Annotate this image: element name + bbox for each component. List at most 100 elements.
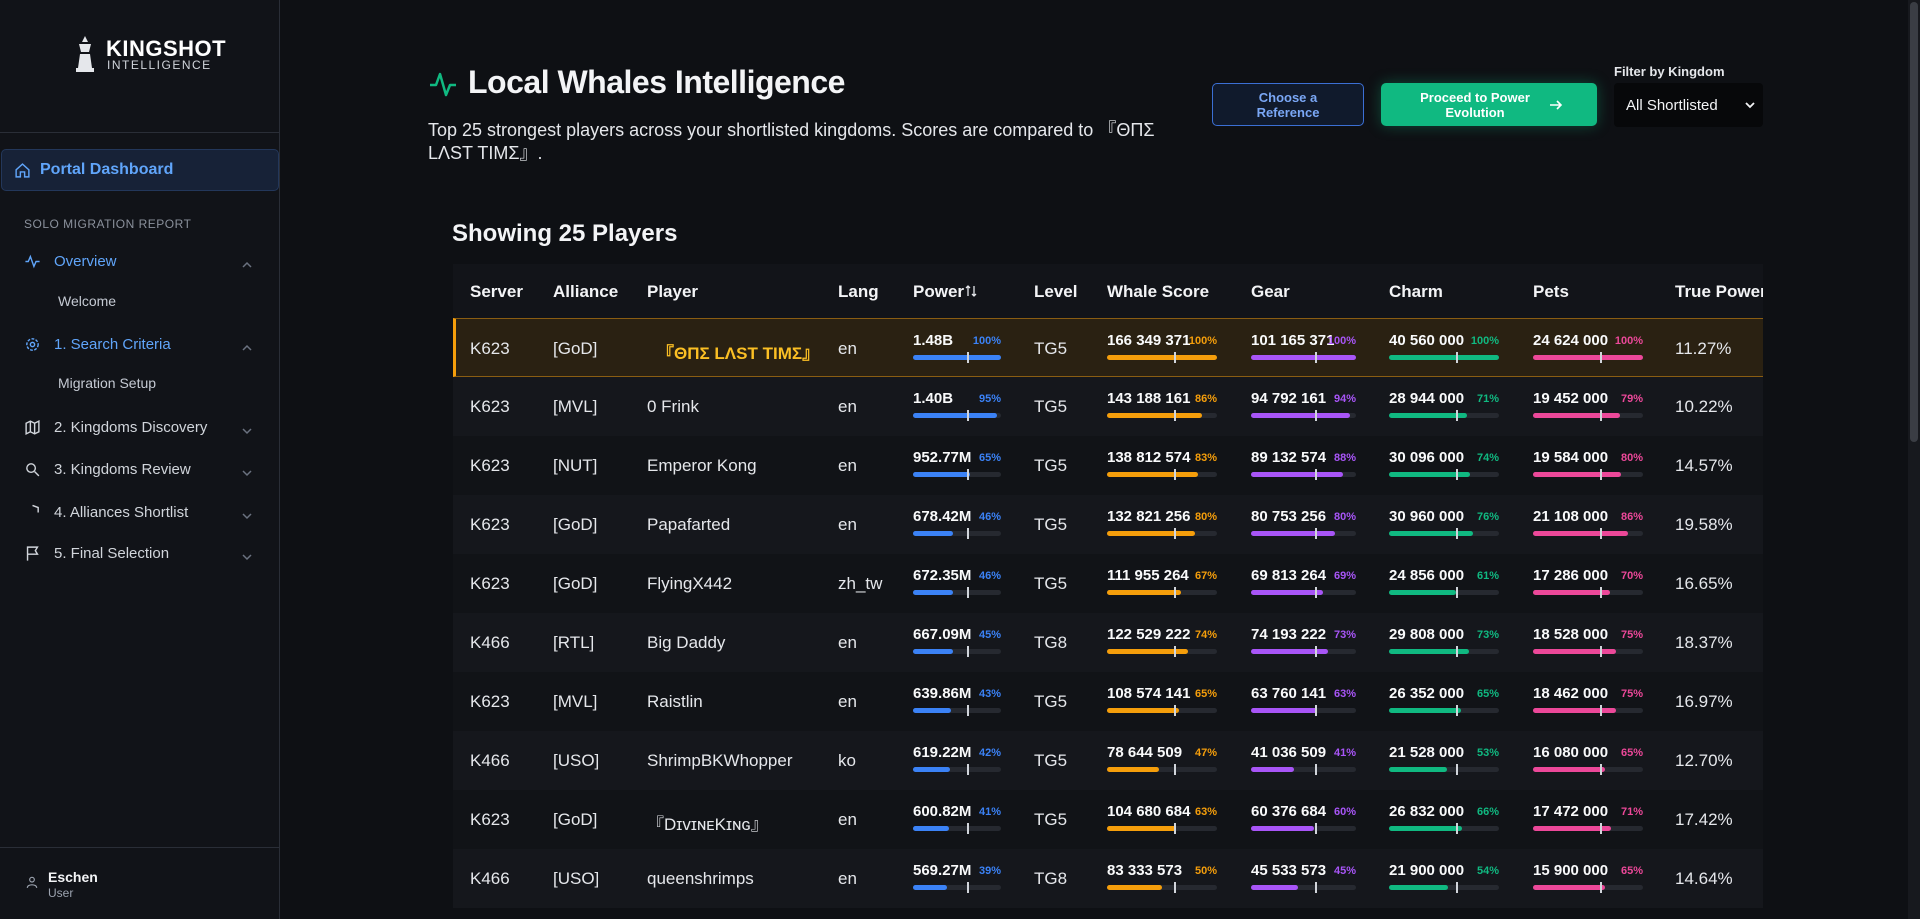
metric-percent: 94% <box>1333 393 1356 405</box>
nav-subitem[interactable]: Welcome <box>58 293 117 309</box>
nav-subitem[interactable]: Migration Setup <box>58 375 157 391</box>
metric-bar <box>1389 355 1499 360</box>
metric-percent: 41% <box>978 806 1001 818</box>
metric-bar <box>1107 355 1217 360</box>
metric-bar <box>913 472 971 477</box>
metric-value: 166 349 371 <box>1107 332 1191 349</box>
metric-percent: 95% <box>978 393 1001 405</box>
metric-percent: 100% <box>1327 335 1356 347</box>
table-cell: 14.57% <box>1675 456 1733 475</box>
proceed-button[interactable]: Proceed to Power Evolution <box>1381 83 1597 126</box>
reference-marker <box>1456 587 1459 598</box>
table-cell: K466 <box>470 633 510 652</box>
metric-track <box>913 649 1001 654</box>
metric-bar <box>1389 767 1448 772</box>
table-cell: queenshrimps <box>647 869 754 888</box>
portal-link[interactable]: Portal Dashboard <box>1 149 279 191</box>
nav-item[interactable]: 3. Kingdoms Review <box>0 455 279 483</box>
metric-bar <box>913 885 948 890</box>
metric-value: 18 528 000 <box>1533 626 1609 643</box>
metric-percent: 63% <box>1333 688 1356 700</box>
table-cell: [GoD] <box>553 574 598 593</box>
nav-label: 3. Kingdoms Review <box>54 461 191 478</box>
reference-marker <box>966 469 969 480</box>
metric-value: 83 333 573 <box>1107 862 1183 879</box>
reference-marker <box>1600 882 1603 893</box>
table-row: K623 [GoD] 『DɪᴠɪɴᴇKɪɴɢ』 en 600.82M 41% TG5 104 … <box>453 790 1763 849</box>
metric-percent: 100% <box>1614 335 1643 347</box>
nav-chevron <box>242 256 252 274</box>
table-cell: en <box>838 339 857 358</box>
metric-percent: 70% <box>1620 570 1643 582</box>
metric-percent: 100% <box>1470 335 1499 347</box>
table-cell: TG5 <box>1034 397 1068 416</box>
metric-bar <box>913 649 953 654</box>
reference-button[interactable]: Choose a Reference <box>1212 83 1364 126</box>
metric-track <box>913 708 1001 713</box>
table-cell: 14.64% <box>1675 869 1733 888</box>
reference-marker <box>1600 528 1603 539</box>
nav-icon <box>24 545 41 567</box>
reference-marker <box>1600 410 1603 421</box>
metric-bar <box>1107 649 1189 654</box>
metric-bar <box>1107 472 1199 477</box>
scrollbar <box>1908 0 1920 919</box>
nav-item[interactable]: 2. Kingdoms Discovery <box>0 413 279 441</box>
table-cell: K623 <box>470 574 510 593</box>
column-header: Charm <box>1389 282 1443 301</box>
metric-bar <box>1107 885 1162 890</box>
metric-percent: 45% <box>978 629 1001 641</box>
nav-label: 4. Alliances Shortlist <box>54 504 189 521</box>
table-cell: en <box>838 692 857 711</box>
metric-value: 63 760 141 <box>1251 685 1327 702</box>
metric-value: 101 165 371 <box>1251 332 1335 349</box>
metric-bar <box>1533 708 1616 713</box>
reference-button-label: Choose a Reference <box>1256 89 1320 120</box>
table-cell: FlyingX442 <box>647 574 733 593</box>
scrollbar-thumb <box>1910 2 1918 442</box>
metric-track <box>913 885 1001 890</box>
metric-percent: 60% <box>1333 806 1356 818</box>
metric-percent: 76% <box>1476 511 1499 523</box>
table-cell: K466 <box>470 751 510 770</box>
table-cell: en <box>838 869 857 888</box>
nav-item[interactable]: Overview <box>0 247 279 275</box>
table-cell: 16.65% <box>1675 574 1733 593</box>
table-cell: K466 <box>470 869 510 888</box>
metric-bar <box>1389 708 1461 713</box>
logo-subtitle: INTELLIGENCE <box>107 58 212 72</box>
metric-bar <box>1251 649 1328 654</box>
metric-bar <box>1389 413 1468 418</box>
table-cell: 18.37% <box>1675 633 1733 652</box>
metric-bar <box>913 826 950 831</box>
metric-bar <box>1533 649 1616 654</box>
nav-item[interactable]: 1. Search Criteria <box>0 330 279 358</box>
reference-marker <box>966 352 969 363</box>
metric-percent: 67% <box>1194 570 1217 582</box>
table-cell: TG5 <box>1034 692 1068 711</box>
nav-item[interactable]: 5. Final Selection <box>0 539 279 567</box>
table-cell: TG5 <box>1034 339 1068 358</box>
table-cell: 19.58% <box>1675 515 1733 534</box>
table-row: K466 [USO] queenshrimps en 569.27M 39% TG8 83 3… <box>453 849 1763 908</box>
select-chevron <box>1745 102 1755 109</box>
nav-label: Overview <box>54 253 117 270</box>
metric-percent: 54% <box>1476 865 1499 877</box>
metric-percent: 46% <box>978 511 1001 523</box>
reference-marker <box>1456 823 1459 834</box>
nav-item[interactable]: 4. Alliances Shortlist <box>0 498 279 526</box>
metric-bar <box>913 413 997 418</box>
table-cell: en <box>838 810 857 829</box>
reference-marker <box>1174 528 1177 539</box>
metric-percent: 71% <box>1476 393 1499 405</box>
metric-percent: 65% <box>1620 865 1643 877</box>
metric-percent: 65% <box>1194 688 1217 700</box>
metric-value: 30 096 000 <box>1389 449 1465 466</box>
metric-track <box>913 590 1001 595</box>
table-cell: TG5 <box>1034 751 1068 770</box>
page-title: Local Whales Intelligence <box>468 64 845 100</box>
reference-marker <box>1315 528 1318 539</box>
filter-select[interactable]: All Shortlisted <box>1614 83 1763 127</box>
metric-value: 672.35M <box>913 567 972 584</box>
metric-value: 619.22M <box>913 744 972 761</box>
